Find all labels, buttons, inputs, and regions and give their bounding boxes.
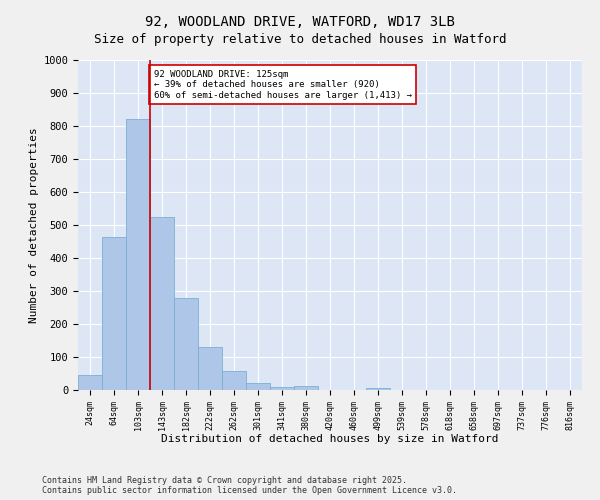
Bar bbox=[270, 386, 294, 390]
Text: Contains HM Land Registry data © Crown copyright and database right 2025.
Contai: Contains HM Land Registry data © Crown c… bbox=[42, 476, 457, 495]
Bar bbox=[198, 347, 222, 390]
X-axis label: Distribution of detached houses by size in Watford: Distribution of detached houses by size … bbox=[161, 434, 499, 444]
Bar bbox=[294, 386, 318, 390]
Text: Size of property relative to detached houses in Watford: Size of property relative to detached ho… bbox=[94, 32, 506, 46]
Bar bbox=[222, 371, 246, 390]
Bar bbox=[102, 236, 126, 390]
Bar bbox=[150, 217, 174, 390]
Bar bbox=[126, 120, 150, 390]
Bar bbox=[366, 388, 390, 390]
Bar bbox=[78, 375, 102, 390]
Text: 92, WOODLAND DRIVE, WATFORD, WD17 3LB: 92, WOODLAND DRIVE, WATFORD, WD17 3LB bbox=[145, 15, 455, 29]
Y-axis label: Number of detached properties: Number of detached properties bbox=[29, 127, 39, 323]
Bar bbox=[246, 382, 270, 390]
Bar bbox=[174, 298, 198, 390]
Text: 92 WOODLAND DRIVE: 125sqm
← 39% of detached houses are smaller (920)
60% of semi: 92 WOODLAND DRIVE: 125sqm ← 39% of detac… bbox=[154, 70, 412, 100]
